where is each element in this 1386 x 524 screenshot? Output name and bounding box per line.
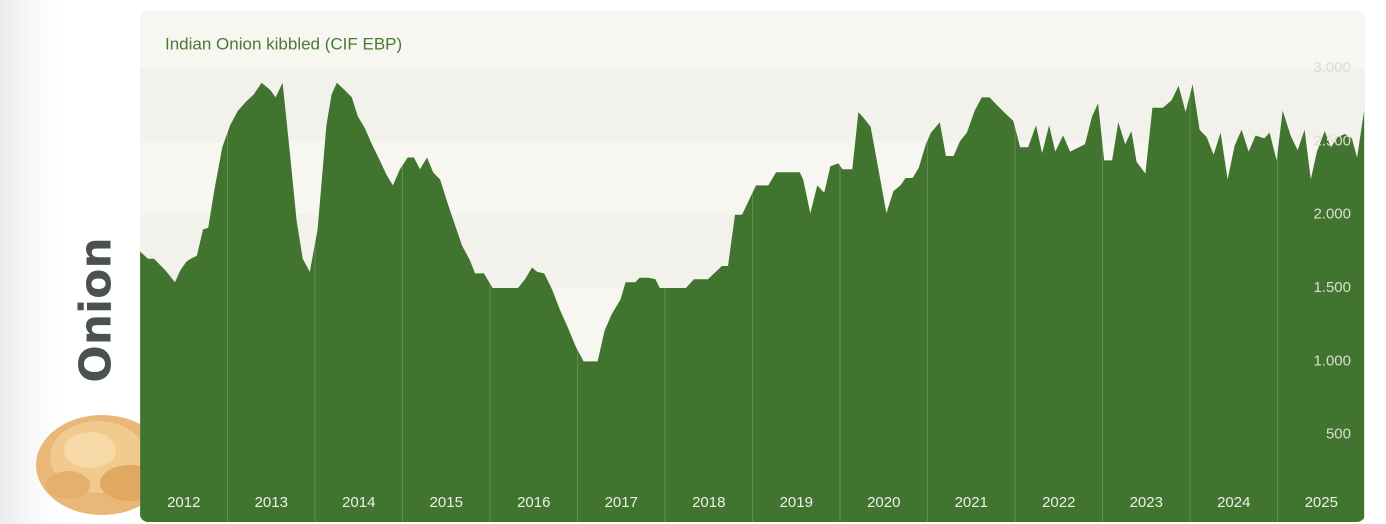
x-tick-label: 2012 xyxy=(167,494,200,511)
grid-band xyxy=(140,10,1365,69)
product-image xyxy=(36,415,168,515)
x-tick-label: 2013 xyxy=(255,494,288,511)
x-tick-label: 2017 xyxy=(605,494,638,511)
x-tick-label: 2015 xyxy=(430,494,463,511)
flakes xyxy=(46,471,90,499)
y-tick-label: 3.000 xyxy=(1313,59,1351,76)
x-tick-label: 2020 xyxy=(867,494,900,511)
x-tick-label: 2024 xyxy=(1217,494,1250,511)
flakes xyxy=(64,432,116,468)
y-tick-label: 2.000 xyxy=(1313,206,1351,223)
x-tick-label: 2018 xyxy=(692,494,725,511)
y-tick-label: 2.500 xyxy=(1313,132,1351,149)
x-tick-label: 2021 xyxy=(955,494,988,511)
y-tick-label: 1.000 xyxy=(1313,352,1351,369)
x-tick-label: 2016 xyxy=(517,494,550,511)
y-tick-label: 500 xyxy=(1326,426,1351,443)
chart-title: Indian Onion kibbled (CIF EBP) xyxy=(165,34,402,53)
y-tick-label: 1.500 xyxy=(1313,279,1351,296)
x-tick-label: 2019 xyxy=(780,494,813,511)
x-tick-label: 2022 xyxy=(1042,494,1075,511)
area xyxy=(140,82,1365,522)
x-tick-label: 2023 xyxy=(1130,494,1163,511)
x-tick-label: 2025 xyxy=(1305,494,1338,511)
x-tick-label: 2014 xyxy=(342,494,375,511)
